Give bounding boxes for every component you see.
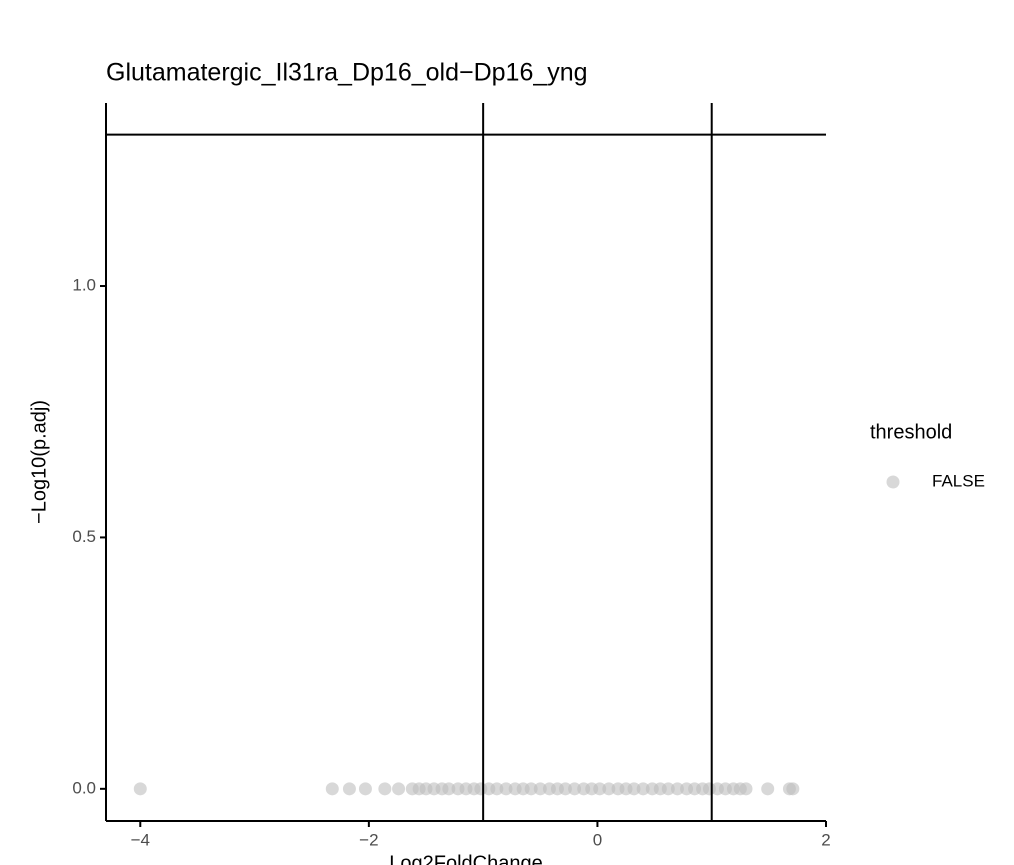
x-axis-label: Log2FoldChange xyxy=(389,852,542,865)
x-tick-label: −4 xyxy=(131,830,150,849)
y-axis-label: −Log10(p.adj) xyxy=(28,400,50,524)
point xyxy=(524,782,538,796)
point xyxy=(490,782,504,796)
point xyxy=(786,782,800,796)
legend-label: FALSE xyxy=(932,471,985,490)
chart-title: Glutamatergic_Il31ra_Dp16_old−Dp16_yng xyxy=(106,59,588,87)
point xyxy=(661,782,675,796)
point xyxy=(325,782,339,796)
point xyxy=(378,782,392,796)
point xyxy=(739,782,753,796)
point xyxy=(392,782,406,796)
point xyxy=(558,782,572,796)
point xyxy=(636,782,650,796)
point xyxy=(568,782,582,796)
x-tick-label: 0 xyxy=(593,830,602,849)
legend-swatch xyxy=(886,475,900,489)
point xyxy=(133,782,147,796)
point xyxy=(670,782,684,796)
y-tick-label: 1.0 xyxy=(72,276,96,295)
point xyxy=(593,782,607,796)
x-tick-label: −2 xyxy=(359,830,378,849)
point xyxy=(627,782,641,796)
y-tick-label: 0.5 xyxy=(72,527,96,546)
x-tick-label: 2 xyxy=(821,830,830,849)
y-tick-label: 0.0 xyxy=(72,778,96,797)
point xyxy=(533,782,547,796)
point xyxy=(358,782,372,796)
legend-title: threshold xyxy=(870,421,952,443)
point xyxy=(442,782,456,796)
point xyxy=(499,782,513,796)
point xyxy=(602,782,616,796)
point xyxy=(761,782,775,796)
point xyxy=(342,782,356,796)
